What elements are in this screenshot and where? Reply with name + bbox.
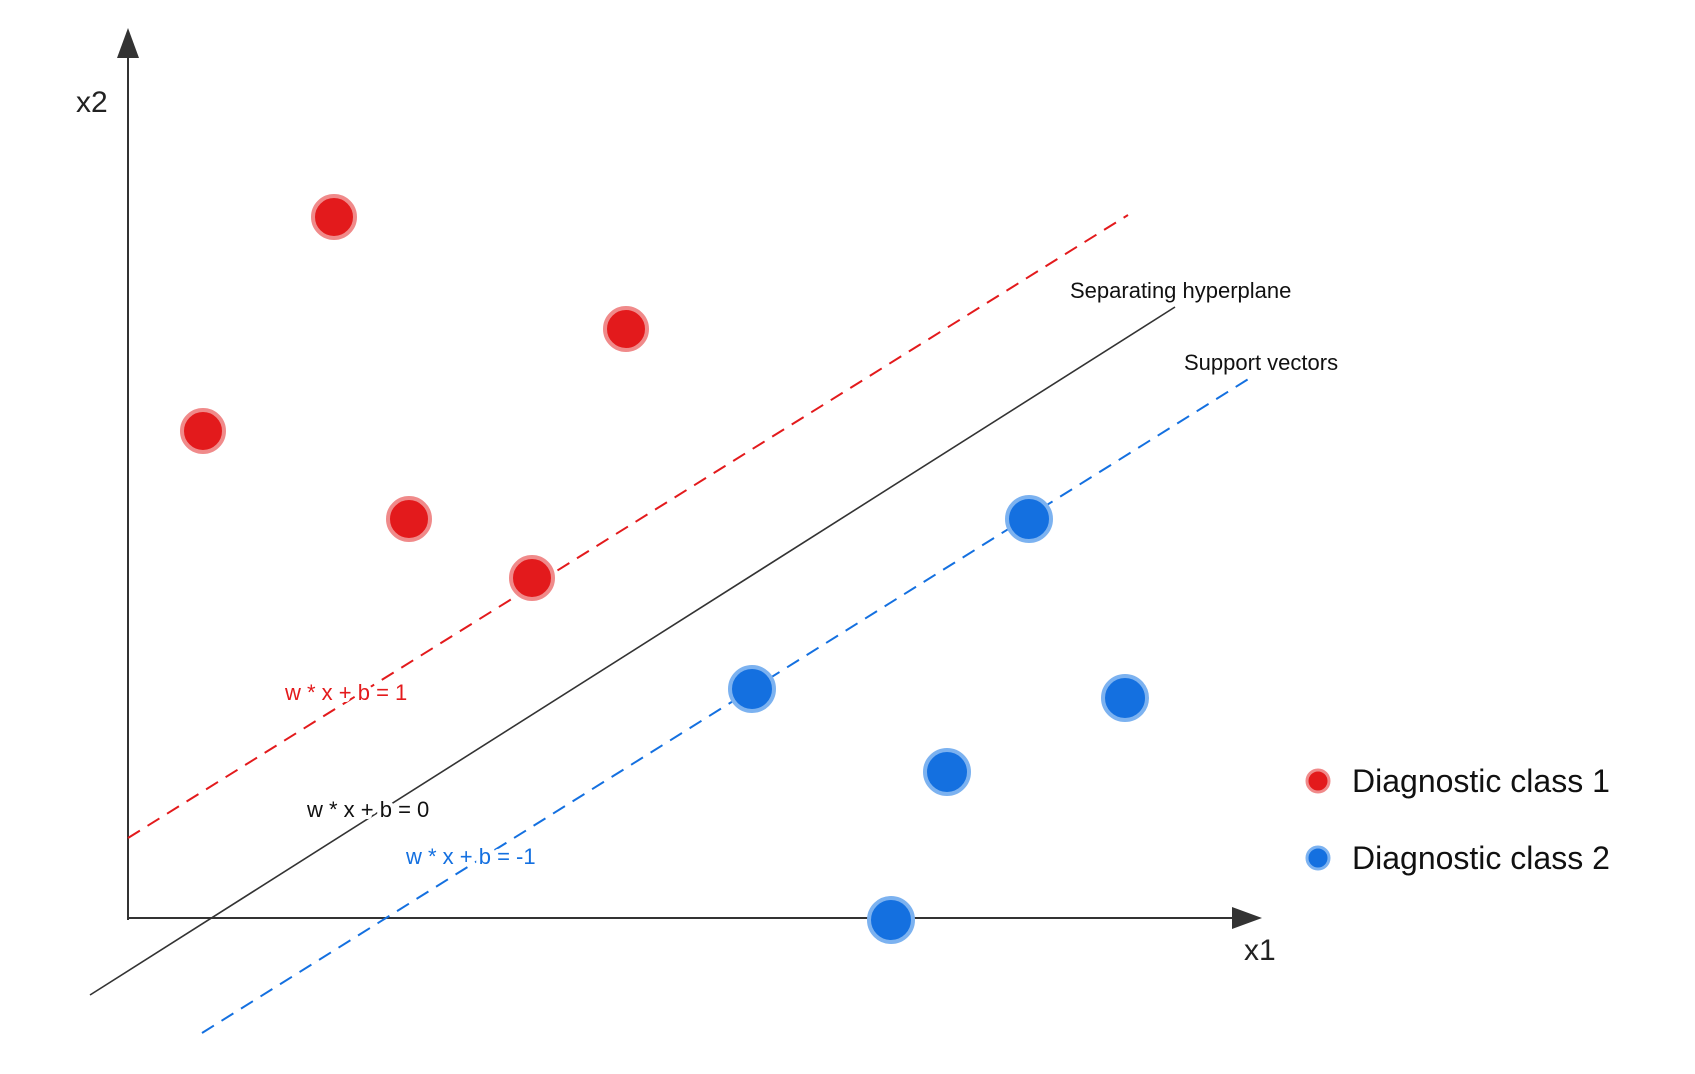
y-axis-label: x2 xyxy=(76,86,108,119)
class1-point xyxy=(182,410,224,452)
class1-point xyxy=(511,557,553,599)
legend-class1-marker xyxy=(1307,770,1329,792)
class2-point xyxy=(925,750,969,794)
x-axis-arrowhead xyxy=(1232,907,1262,929)
eq-positive-label: w * x + b = 1 xyxy=(284,680,407,705)
legend-class1-label: Diagnostic class 1 xyxy=(1352,763,1610,799)
eq-zero-label: w * x + b = 0 xyxy=(306,797,429,822)
separating-hyperplane-line xyxy=(90,307,1175,995)
legend-class2-marker xyxy=(1307,847,1329,869)
hyperplane-label: Separating hyperplane xyxy=(1070,278,1291,303)
eq-negative-label: w * x + b = -1 xyxy=(405,844,536,869)
support-vectors-label: Support vectors xyxy=(1184,350,1338,375)
legend: Diagnostic class 1 Diagnostic class 2 xyxy=(1307,763,1610,876)
x-axis-label: x1 xyxy=(1244,934,1276,967)
class2-points xyxy=(730,497,1147,942)
y-axis-arrowhead xyxy=(117,28,139,58)
negative-margin-line xyxy=(202,378,1250,1033)
class2-point xyxy=(869,898,913,942)
legend-class2-label: Diagnostic class 2 xyxy=(1352,840,1610,876)
class2-point xyxy=(1007,497,1051,541)
class1-point xyxy=(605,308,647,350)
class1-point xyxy=(388,498,430,540)
class2-point xyxy=(1103,676,1147,720)
class2-point xyxy=(730,667,774,711)
class1-point xyxy=(313,196,355,238)
class1-points xyxy=(182,196,647,599)
